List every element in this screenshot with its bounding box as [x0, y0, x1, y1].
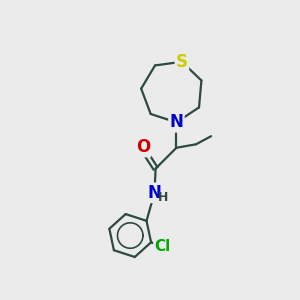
Text: S: S [176, 53, 188, 71]
Text: N: N [169, 113, 183, 131]
Text: H: H [158, 191, 168, 204]
Text: N: N [148, 184, 161, 202]
Text: O: O [136, 138, 150, 156]
Text: Cl: Cl [154, 238, 171, 253]
